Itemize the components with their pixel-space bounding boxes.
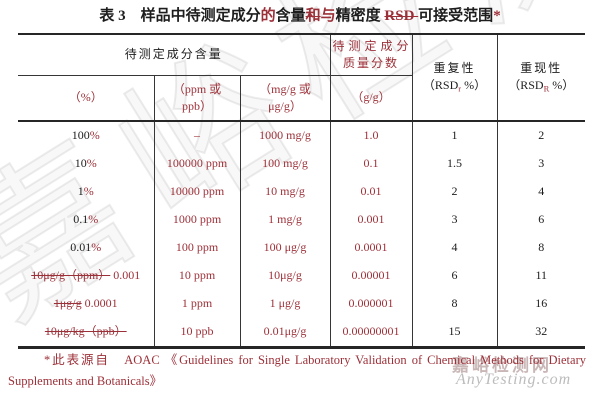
subheader-ppm-ppb: （ppm 或 ppb） [153, 75, 240, 122]
cell-content-mg-ug: 10μg/g [239, 262, 330, 290]
header-reproducibility: 重现性 （RSDR %） [496, 34, 585, 122]
table-row: 10% 100000 ppm 100 mg/g 0.1 1.5 3 [18, 150, 585, 178]
table-row: 1μg/g 0.0001 1 ppm 1 μg/g 0.000001 8 16 [18, 290, 585, 318]
cell-content-percent: 0.1% [73, 212, 99, 227]
table-row: 0.1% 1000 ppm 1 mg/g 0.001 3 6 [18, 206, 585, 234]
cell-rsd-repeatability: 8 [411, 290, 497, 318]
cell-mass-fraction-gg: 1.0 [329, 121, 412, 150]
cell-content-mg-ug: 1 μg/g [239, 290, 330, 318]
cell-mass-fraction-gg: 0.01 [329, 178, 412, 206]
cell-rsd-repeatability: 2 [411, 178, 497, 206]
cell-content-mg-ug: 10 mg/g [239, 178, 330, 206]
cell-content-percent: 1μg/g 0.0001 [53, 296, 118, 311]
cell-rsd-repeatability: 3 [411, 206, 497, 234]
header-repeatability-line2: （RSDr %） [422, 78, 487, 94]
watermark-site-name: 嘉峪检测网 [452, 356, 552, 375]
cell-content-mg-ug: 1 mg/g [239, 206, 330, 234]
cell-rsd-reproducibility: 2 [496, 121, 585, 150]
data-table-wrapper: 待测定成分含量 待测定成分 质量分数 重复性 （RSDr %） 重现性 （RSD… [18, 33, 585, 349]
header-repeatability-line1: 重复性 [433, 60, 476, 75]
cell-content-ppm-ppb: 10 ppm [153, 262, 240, 290]
cell-mass-fraction-gg: 0.000001 [329, 290, 412, 318]
cell-content-percent: 0.01% [70, 240, 102, 255]
header-repeatability: 重复性 （RSDr %） [411, 34, 497, 122]
data-table: 待测定成分含量 待测定成分 质量分数 重复性 （RSDr %） 重现性 （RSD… [18, 33, 585, 349]
cell-rsd-reproducibility: 32 [496, 318, 585, 348]
subheader-mg-ug: （mg/g 或 μg/g） [239, 75, 330, 122]
table-row: 0.01% 100 ppm 100 μg/g 0.0001 4 8 [18, 234, 585, 262]
cell-mass-fraction-gg: 0.00000001 [329, 318, 412, 348]
table-title: 表 3 样品中待测定成分的含量和与精密度 RSD 可接受范围* [99, 8, 501, 24]
watermark-site-url: AnyTesting.com [456, 371, 572, 388]
cell-mass-fraction-gg: 0.00001 [329, 262, 412, 290]
cell-rsd-repeatability: 1 [411, 121, 497, 150]
cell-content-ppm-ppb: 10000 ppm [153, 178, 240, 206]
subheader-mg-line1: （mg/g 或 [259, 81, 311, 96]
cell-content-ppm-ppb: 1 ppm [153, 290, 240, 318]
cell-content-mg-ug: 100 mg/g [239, 150, 330, 178]
cell-rsd-repeatability: 6 [411, 262, 497, 290]
header-mass-fraction-line2: 质量分数 [342, 56, 399, 70]
cell-content-ppm-ppb: 100000 ppm [153, 150, 240, 178]
header-mass-fraction-line1: 待测定成分 [332, 38, 412, 53]
table-row: 10μg/kg（ppb） 10 ppb 0.01μg/g 0.00000001 15 32 [18, 318, 585, 348]
subheader-ppm-line1: （ppm 或 [172, 81, 222, 96]
table-row: 1% 10000 ppm 10 mg/g 0.01 2 4 [18, 178, 585, 206]
cell-content-mg-ug: 100 μg/g [239, 234, 330, 262]
cell-content-ppm-ppb: 10 ppb [153, 318, 240, 348]
cell-content-percent: 10μg/kg（ppb） [44, 324, 127, 339]
subheader-mg-line2: μg/g） [268, 99, 302, 113]
cell-rsd-reproducibility: 4 [496, 178, 585, 206]
cell-rsd-reproducibility: 16 [496, 290, 585, 318]
cell-content-ppm-ppb: – [153, 121, 240, 150]
subheader-gg: （g/g） [329, 75, 412, 122]
cell-rsd-reproducibility: 3 [496, 150, 585, 178]
header-reproducibility-line2: （RSDR %） [508, 78, 575, 94]
cell-rsd-reproducibility: 6 [496, 206, 585, 234]
cell-content-ppm-ppb: 100 ppm [153, 234, 240, 262]
cell-rsd-reproducibility: 8 [496, 234, 585, 262]
cell-mass-fraction-gg: 0.1 [329, 150, 412, 178]
table-row: 100% –1000 mg/g 1.0 1 2 [18, 121, 585, 150]
cell-rsd-reproducibility: 11 [496, 262, 585, 290]
cell-rsd-repeatability: 15 [411, 318, 497, 348]
cell-mass-fraction-gg: 0.001 [329, 206, 412, 234]
cell-content-percent: 1% [77, 184, 94, 199]
header-analyte-content: 待测定成分含量 [18, 34, 330, 76]
table-footnote: *此表源自 AOAC 《Guidelines for Single Labora… [8, 353, 586, 388]
header-reproducibility-line1: 重现性 [520, 60, 563, 75]
subheader-percent: （%） [18, 75, 154, 122]
cell-content-percent: 100% [71, 128, 100, 143]
cell-content-percent: 10μg/g（ppm） 0.001 [31, 268, 141, 283]
table-row: 10μg/g（ppm） 0.001 10 ppm 10μg/g 0.00001 6 11 [18, 262, 585, 290]
cell-content-percent: 10% [74, 156, 97, 171]
subheader-ppm-line2: ppb） [181, 99, 212, 113]
cell-mass-fraction-gg: 0.0001 [329, 234, 412, 262]
cell-rsd-repeatability: 4 [411, 234, 497, 262]
cell-rsd-repeatability: 1.5 [411, 150, 497, 178]
header-mass-fraction: 待测定成分 质量分数 [329, 34, 412, 76]
cell-content-ppm-ppb: 1000 ppm [153, 206, 240, 234]
cell-content-mg-ug: 0.01μg/g [239, 318, 330, 348]
cell-content-mg-ug: 1000 mg/g [239, 121, 330, 150]
